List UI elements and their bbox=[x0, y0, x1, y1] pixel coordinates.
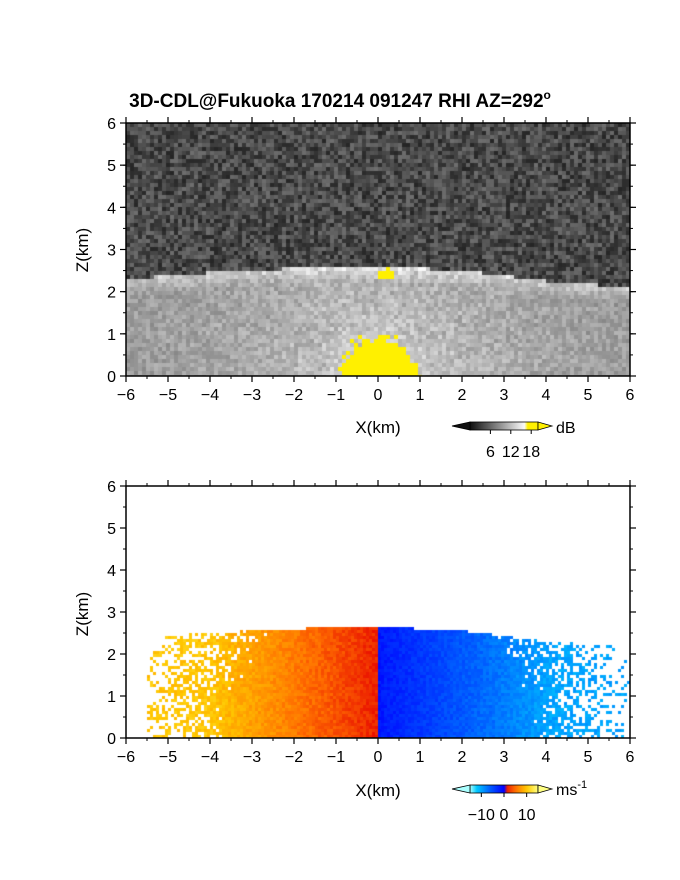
x-tick-label: 1 bbox=[416, 387, 425, 404]
colorbar-low-arrow bbox=[451, 784, 471, 794]
y-tick-label: 1 bbox=[107, 689, 116, 706]
velocity-colorbar-unit: ms-1 bbox=[556, 779, 587, 799]
y-tick-label: 3 bbox=[107, 243, 116, 260]
y-tick-label: 3 bbox=[107, 605, 116, 622]
velocity-heatmap bbox=[126, 486, 630, 738]
x-tick-label: 0 bbox=[374, 749, 383, 766]
colorbar-tick-label: 6 bbox=[486, 444, 495, 461]
colorbar-tick-label: 12 bbox=[502, 444, 520, 461]
x-tick-label: 5 bbox=[584, 387, 593, 404]
y-tick-label: 6 bbox=[107, 479, 116, 496]
x-tick-label: 6 bbox=[626, 749, 635, 766]
x-tick-label: −2 bbox=[285, 749, 303, 766]
y-tick-label: 5 bbox=[107, 521, 116, 538]
colorbar-gradient bbox=[469, 784, 539, 794]
velocity-colorbar: ms-1 −10 0 10 bbox=[451, 779, 587, 824]
x-tick-label: 4 bbox=[542, 387, 551, 404]
x-tick-label: 6 bbox=[626, 387, 635, 404]
x-tick-label: −4 bbox=[201, 749, 219, 766]
intensity-axes: −6 −5 −4 −3 −2 −1 0 1 2 3 4 5 6 0 1 2 3 4 5 6 bbox=[107, 116, 636, 404]
y-tick-label: 5 bbox=[107, 158, 116, 175]
intensity-y-axis-label: Z(km) bbox=[73, 228, 92, 272]
title-group: 3D-CDL@Fukuoka 170214 091247 RHI AZ=292o bbox=[129, 88, 551, 112]
y-tick-label: 2 bbox=[107, 285, 116, 302]
intensity-heatmap-container bbox=[126, 123, 630, 376]
colorbar-tick-label: 0 bbox=[500, 807, 509, 824]
colorbar-tick-label: −10 bbox=[468, 807, 495, 824]
colorbar-low-arrow bbox=[451, 421, 471, 431]
figure-title: 3D-CDL@Fukuoka 170214 091247 RHI AZ=292o bbox=[129, 88, 551, 112]
colorbar-high-arrow bbox=[537, 784, 554, 794]
colorbar-tick-label: 10 bbox=[518, 807, 536, 824]
intensity-heatmap bbox=[126, 123, 630, 376]
y-tick-label: 1 bbox=[107, 327, 116, 344]
velocity-axes: −6 −5 −4 −3 −2 −1 0 1 2 3 4 5 6 0 1 2 3 4 5 6 bbox=[107, 479, 636, 766]
x-tick-label: −1 bbox=[327, 387, 345, 404]
y-tick-label: 0 bbox=[107, 369, 116, 386]
colorbar-high-arrow bbox=[537, 421, 554, 431]
x-tick-label: −5 bbox=[159, 749, 177, 766]
x-tick-label: −4 bbox=[201, 387, 219, 404]
intensity-colorbar: dB 6 12 18 bbox=[451, 420, 576, 461]
y-tick-label: 4 bbox=[107, 563, 116, 580]
x-tick-label: −3 bbox=[243, 387, 261, 404]
x-tick-label: −6 bbox=[117, 749, 135, 766]
velocity-heatmap-container bbox=[126, 486, 630, 738]
x-tick-label: −5 bbox=[159, 387, 177, 404]
y-tick-label: 4 bbox=[107, 200, 116, 217]
x-tick-label: 4 bbox=[542, 749, 551, 766]
x-tick-label: −6 bbox=[117, 387, 135, 404]
x-tick-label: 1 bbox=[416, 749, 425, 766]
colorbar-gradient bbox=[469, 421, 539, 431]
y-tick-label: 0 bbox=[107, 731, 116, 748]
intensity-x-axis-label: X(km) bbox=[355, 418, 400, 437]
x-tick-label: 3 bbox=[500, 749, 509, 766]
x-tick-label: 3 bbox=[500, 387, 509, 404]
x-tick-label: 0 bbox=[374, 387, 383, 404]
x-tick-label: −1 bbox=[327, 749, 345, 766]
x-tick-label: 5 bbox=[584, 749, 593, 766]
y-tick-label: 6 bbox=[107, 116, 116, 133]
velocity-y-axis-label: Z(km) bbox=[73, 592, 92, 636]
intensity-colorbar-unit: dB bbox=[556, 420, 576, 437]
velocity-x-axis-label: X(km) bbox=[355, 781, 400, 800]
x-tick-label: −3 bbox=[243, 749, 261, 766]
x-tick-label: −2 bbox=[285, 387, 303, 404]
x-tick-label: 2 bbox=[458, 387, 467, 404]
x-tick-label: 2 bbox=[458, 749, 467, 766]
colorbar-tick-label: 18 bbox=[522, 444, 540, 461]
y-tick-label: 2 bbox=[107, 647, 116, 664]
